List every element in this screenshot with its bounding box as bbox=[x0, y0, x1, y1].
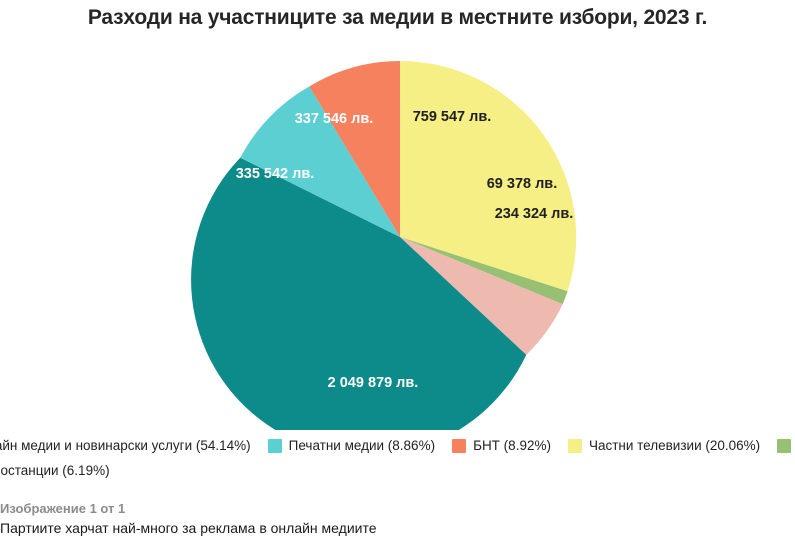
caption-counter: Изображение 1 от 1 bbox=[0, 501, 126, 516]
pie-chart: 759 547 лв. 69 378 лв. 234 324 лв. 2 049… bbox=[0, 40, 795, 430]
legend-item-pechatni-medii[interactable]: Печатни медии (8.86%) bbox=[267, 436, 436, 456]
pie-slice-bnr[interactable] bbox=[400, 237, 568, 305]
legend-item-onlain-medii[interactable]: Онлайн медии и новинарски услуги (54.14%… bbox=[0, 436, 251, 456]
chart-legend: Онлайн медии и новинарски услуги (54.14%… bbox=[0, 436, 795, 488]
legend-swatch-bnt bbox=[452, 439, 467, 453]
pie-chart-svg: 759 547 лв. 69 378 лв. 234 324 лв. 2 049… bbox=[191, 60, 577, 430]
legend-label-radiostancii: Радиостанции (6.19%) bbox=[0, 463, 110, 478]
pie-label-radiostancii: 234 324 лв. bbox=[495, 206, 574, 222]
pie-slice-radiostancii[interactable] bbox=[400, 237, 563, 355]
legend-label-bnt: БНТ (8.92%) bbox=[473, 438, 551, 453]
legend-swatch-chastni-televizii bbox=[567, 439, 582, 453]
legend-item-chastni-televizii[interactable]: Частни телевизии (20.06%) bbox=[567, 436, 761, 456]
legend-item-radiostancii[interactable]: Радиостанции (6.19%) bbox=[0, 461, 110, 481]
caption-text: Партиите харчат най-много за реклама в о… bbox=[0, 520, 377, 536]
pie-label-onlain-medii: 2 049 879 лв. bbox=[328, 375, 419, 391]
pie-label-bnr: 69 378 лв. bbox=[487, 176, 558, 192]
pie-label-pechatni-medii: 335 542 лв. bbox=[236, 166, 315, 182]
page-title: Разходи на участниците за медии в местни… bbox=[87, 6, 708, 29]
pie-slice-bnt[interactable] bbox=[309, 61, 400, 237]
legend-label-pechatni-medii: Печатни медии (8.86%) bbox=[288, 438, 436, 453]
pie-slice-onlain-medii[interactable] bbox=[191, 157, 527, 430]
pie-slice-chastni-televizii[interactable] bbox=[400, 60, 577, 292]
figure-caption: Изображение 1 от 1 Партиите харчат най-м… bbox=[0, 500, 795, 538]
legend-label-chastni-televizii: Частни телевизии (20.06%) bbox=[588, 438, 761, 453]
pie-label-bnt: 337 546 лв. bbox=[295, 111, 374, 127]
legend-swatch-pechatni-medii bbox=[267, 439, 282, 453]
legend-label-onlain-medii: Онлайн медии и новинарски услуги (54.14%… bbox=[0, 438, 251, 453]
legend-swatch-bnr bbox=[777, 439, 792, 453]
pie-slice-pechatni-medii[interactable] bbox=[240, 86, 400, 237]
pie-label-chastni-televizii: 759 547 лв. bbox=[413, 109, 492, 125]
legend-item-bnt[interactable]: БНТ (8.92%) bbox=[452, 436, 551, 456]
legend-item-bnr[interactable]: БНР (1.83%) bbox=[777, 436, 795, 456]
